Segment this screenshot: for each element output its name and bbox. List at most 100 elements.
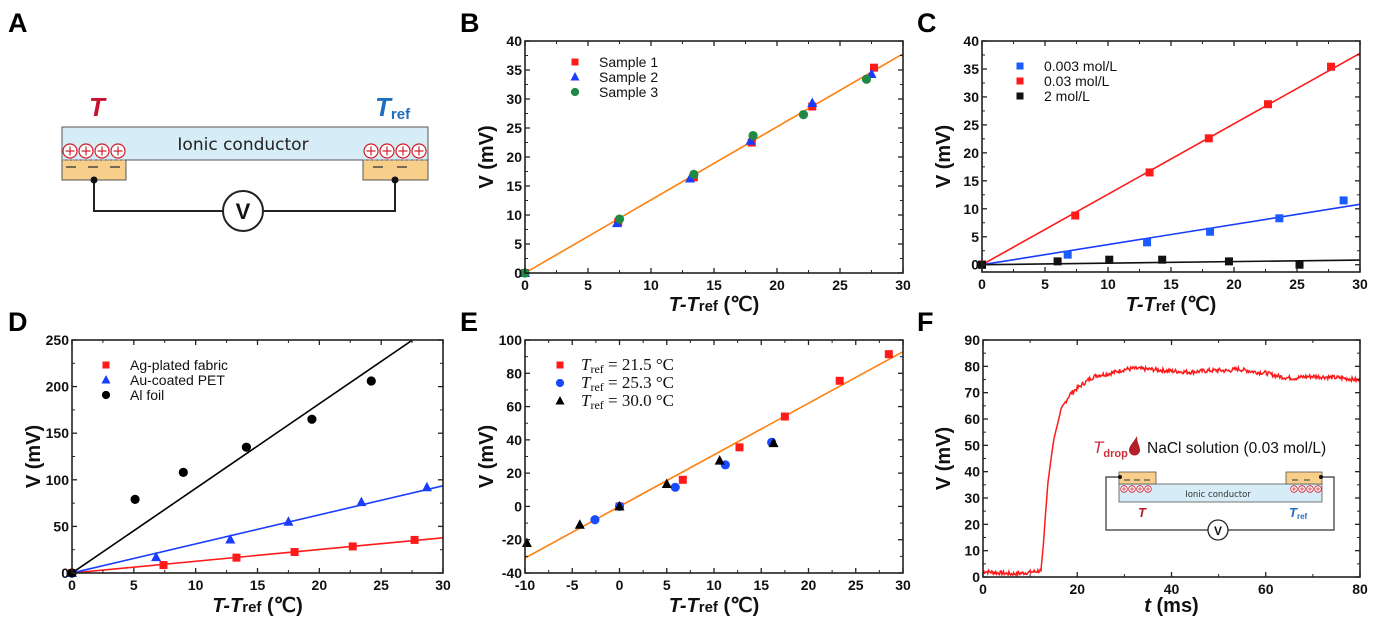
x-tick-label: 5 [1041, 276, 1049, 292]
x-tick-label: 20 [1069, 581, 1085, 597]
y-tick-label: 250 [46, 332, 70, 348]
data-point-e-s2-1 [574, 519, 585, 529]
legend-marker [101, 390, 111, 400]
y-tick-label: 150 [46, 425, 70, 441]
y-tick-label: 60 [506, 399, 522, 415]
y-tick-label: 60 [964, 411, 980, 427]
fit-line-0 [525, 350, 903, 559]
legend-marker [570, 87, 580, 97]
y-tick-label: 25 [506, 120, 522, 136]
legend-label: Sample 2 [599, 69, 658, 85]
data-point-e-s0-1 [678, 475, 687, 484]
y-tick-label: 90 [964, 332, 980, 348]
inset-plus-charges [1120, 479, 1322, 493]
y-tick-label: 5 [514, 236, 522, 252]
diagram-a-Tref-label: Tref [375, 92, 411, 123]
legend-marker [571, 58, 579, 66]
y-tick-label: 40 [964, 464, 980, 480]
y-tick-label: -40 [502, 565, 522, 581]
y-tick-label: 25 [963, 117, 979, 133]
legend-marker [556, 361, 564, 369]
y-axis-label: V (mV) [933, 125, 955, 188]
legend-marker [570, 72, 580, 81]
x-tick-label: 10 [706, 577, 722, 593]
y-axis-label: V (mV) [476, 125, 498, 188]
data-point-d-s0-2 [232, 553, 241, 562]
x-tick-label: 30 [895, 577, 911, 593]
y-tick-label: 10 [506, 207, 522, 223]
y-tick-label: 70 [964, 385, 980, 401]
diagram-a: T Tref Ionic conductor V [61, 92, 429, 232]
data-point-c-s1-1 [1071, 211, 1080, 220]
y-tick-label: -20 [502, 532, 522, 548]
data-point-d-s2-3 [241, 442, 251, 452]
x-tick-label: 5 [584, 277, 592, 293]
chart-c: 0.003 mol/L0.03 mol/L2 mol/L 0 5 10 15 20 25 30… [933, 33, 1368, 316]
inset-voltmeter-label: V [1214, 524, 1222, 538]
x-tick-label: 25 [373, 577, 389, 593]
y-tick-label: 0 [514, 498, 522, 514]
plus-charges [62, 143, 427, 159]
data-point-c-s1-4 [1264, 100, 1273, 109]
data-point-e-s2-5 [768, 437, 779, 448]
y-tick-label: 20 [963, 145, 979, 161]
legend-marker [555, 396, 565, 405]
data-point-b-s1-2 [685, 172, 696, 183]
x-tick-label: 5 [663, 577, 671, 593]
legend-marker [1016, 92, 1024, 100]
data-point-d-s0-1 [159, 561, 168, 570]
y-axis-label: V (mV) [933, 427, 955, 490]
y-tick-label: 0 [971, 257, 979, 273]
y-tick-label: 80 [506, 365, 522, 381]
data-point-b-s0-5 [870, 63, 879, 72]
legend-label: 0.03 mol/L [1044, 73, 1110, 89]
x-tick-label: 20 [1226, 276, 1242, 292]
y-tick-label: 0 [61, 565, 69, 581]
plot-frame [524, 40, 904, 274]
x-axis-label: T-Tref (℃) [212, 595, 303, 617]
y-tick-label: 40 [963, 33, 979, 49]
y-tick-label: 0 [514, 265, 522, 281]
y-axis-label: V (mV) [476, 425, 498, 488]
y-axis-label: V (mV) [23, 425, 45, 488]
data-point-c-s1-5 [1327, 62, 1336, 71]
data-point-b-s2-4 [798, 110, 809, 120]
panel-label-d: D [8, 307, 28, 337]
x-tick-label: 0 [979, 581, 987, 597]
y-tick-label: 10 [963, 201, 979, 217]
x-tick-label: 5 [130, 577, 138, 593]
inset-Tref-label: Tref [1289, 505, 1308, 521]
legend-label: 2 mol/L [1044, 88, 1090, 104]
chart-f: 0 20 40 60 80 0 10 20 30 40 50 60 70 80 90 t (ms) V (mV) [933, 332, 1368, 617]
fit-line-1 [72, 484, 443, 573]
y-tick-label: 200 [46, 379, 70, 395]
data-point-c-s2-4 [1224, 257, 1233, 266]
x-tick-label: 20 [801, 577, 817, 593]
inset-right-dot [1319, 475, 1323, 479]
legend-marker [1016, 62, 1024, 70]
data-point-c-s0-1 [1063, 250, 1072, 259]
y-tick-label: 0 [972, 569, 980, 585]
data-point-d-s0-5 [410, 535, 419, 544]
x-tick-label: 40 [1164, 581, 1180, 597]
left-wire [93, 180, 223, 212]
y-tick-label: 30 [963, 89, 979, 105]
panel-label-b: B [460, 8, 480, 38]
y-tick-label: 20 [506, 465, 522, 481]
x-tick-label: 80 [1352, 581, 1368, 597]
y-tick-label: 100 [499, 332, 523, 348]
inset-voltmeter-icon [1207, 519, 1229, 541]
data-point-e-s1-0 [590, 515, 600, 525]
data-point-d-s2-5 [366, 376, 376, 386]
x-tick-label: 0 [68, 577, 76, 593]
data-point-d-s2-2 [178, 467, 188, 477]
data-point-b-s2-5 [861, 74, 872, 84]
data-point-e-s2-2 [614, 500, 625, 511]
y-tick-label: 100 [46, 472, 70, 488]
inset-left-dot [1118, 475, 1122, 479]
data-point-e-s0-3 [780, 412, 789, 421]
legend-label: Au-coated PET [130, 372, 225, 388]
x-tick-label: 10 [1100, 276, 1116, 292]
data-point-b-s1-4 [807, 97, 818, 108]
